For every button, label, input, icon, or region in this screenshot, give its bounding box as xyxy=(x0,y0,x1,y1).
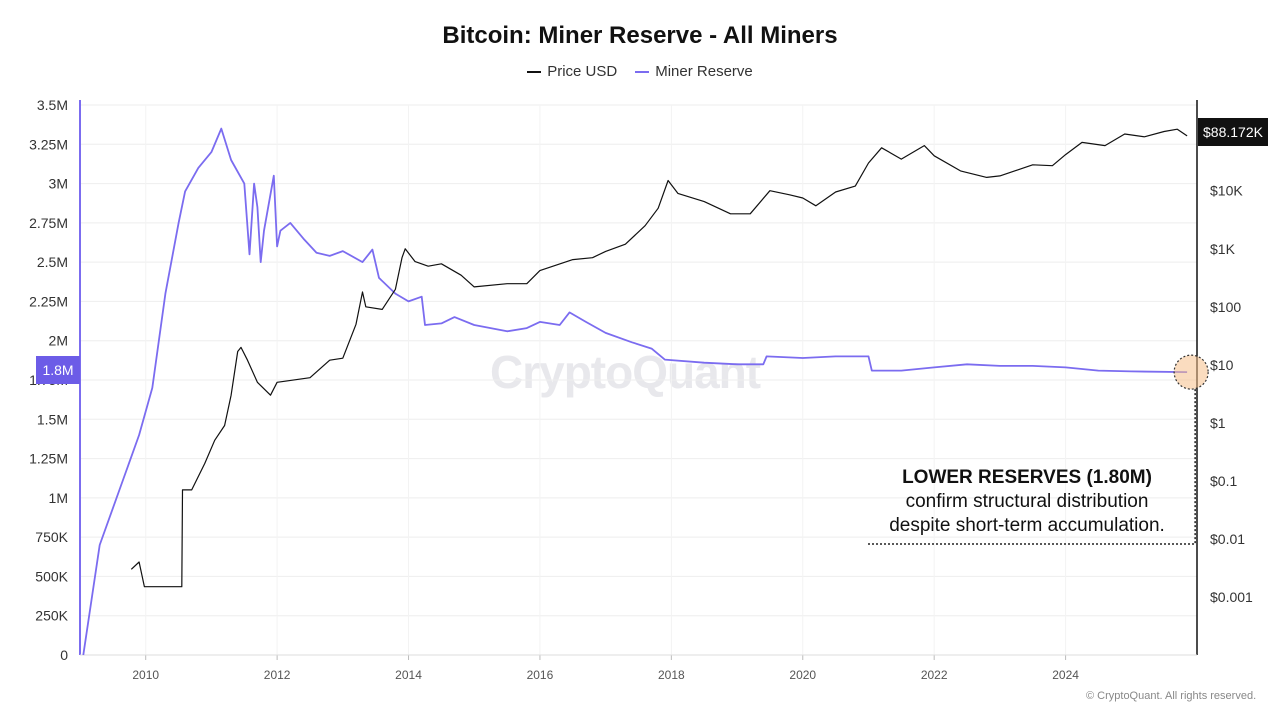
annotation-box: LOWER RESERVES (1.80M) confirm structura… xyxy=(862,466,1192,538)
x-tick-label: 2018 xyxy=(658,668,685,682)
annotation-heading: LOWER RESERVES (1.80M) xyxy=(902,467,1152,488)
legend-item-price[interactable]: Price USD xyxy=(527,63,617,80)
current-price-badge: $88.172K xyxy=(1198,118,1268,146)
y-left-tick-label: 2.5M xyxy=(37,254,68,270)
annotation-line-2: despite short-term accumulation. xyxy=(889,515,1165,536)
y-left-tick-label: 1.25M xyxy=(29,451,68,467)
price-usd-line xyxy=(130,128,1188,588)
x-tick-label: 2020 xyxy=(789,668,816,682)
y-right-tick-label: $1 xyxy=(1210,415,1226,431)
chart-legend: Price USD Miner Reserve xyxy=(0,63,1280,80)
legend-swatch-price xyxy=(527,70,542,73)
y-left-tick-label: 2M xyxy=(49,333,68,349)
y-left-tick-label: 250K xyxy=(35,608,68,624)
legend-swatch-reserve xyxy=(635,70,650,73)
y-right-tick-label: $1K xyxy=(1210,241,1236,257)
miner-reserve-line xyxy=(82,127,1188,656)
current-reserve-badge: 1.8M xyxy=(36,356,80,384)
x-tick-label: 2016 xyxy=(527,668,554,682)
y-left-tick-label: 2.25M xyxy=(29,293,68,309)
y-left-tick-label: 1.5M xyxy=(37,411,68,427)
y-left-tick-label: 1M xyxy=(49,490,68,506)
y-right-tick-label: $0.01 xyxy=(1210,531,1245,547)
highlight-marker xyxy=(1173,354,1209,390)
y-left-tick-label: 3M xyxy=(49,176,68,192)
y-left-tick-label: 750K xyxy=(35,529,68,545)
y-right-tick-label: $100 xyxy=(1210,299,1241,315)
y-right-tick-label: $0.1 xyxy=(1210,473,1237,489)
x-tick-label: 2014 xyxy=(395,668,422,682)
copyright-notice: © CryptoQuant. All rights reserved. xyxy=(1086,690,1257,702)
chart-title: Bitcoin: Miner Reserve - All Miners xyxy=(442,22,838,49)
y-right-tick-label: $10 xyxy=(1210,357,1234,373)
y-left-tick-label: 3.5M xyxy=(37,97,68,113)
legend-label-price: Price USD xyxy=(547,63,618,80)
y-left-tick-label: 500K xyxy=(35,568,68,584)
y-left-tick-label: 3.25M xyxy=(29,136,68,152)
annotation-line-1: confirm structural distribution xyxy=(905,491,1149,512)
legend-label-reserve: Miner Reserve xyxy=(655,63,753,80)
x-tick-label: 2010 xyxy=(132,668,159,682)
y-left-tick-label: 2.75M xyxy=(29,215,68,231)
x-tick-label: 2012 xyxy=(264,668,291,682)
legend-item-reserve[interactable]: Miner Reserve xyxy=(635,63,753,80)
x-tick-label: 2024 xyxy=(1052,668,1079,682)
y-left-tick-label: 0 xyxy=(60,647,68,663)
y-right-tick-label: $0.001 xyxy=(1210,589,1253,605)
x-tick-label: 2022 xyxy=(921,668,948,682)
y-right-tick-label: $10K xyxy=(1210,183,1243,199)
watermark-logo: CryptoQuant xyxy=(490,346,761,398)
